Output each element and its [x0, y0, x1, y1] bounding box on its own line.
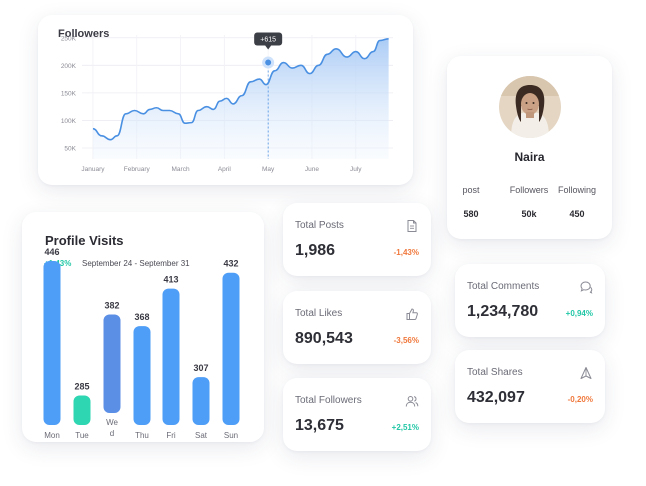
total-posts-change: -1,43% [393, 248, 419, 257]
total-comments-card: Total Comments 1,234,780 +0,94% [455, 264, 605, 337]
profile-card: Naira post Followers Following 580 50k 4… [447, 56, 612, 239]
total-likes-label: Total Likes [295, 308, 343, 319]
x-tick-label: April [218, 166, 232, 173]
profile-stat-label-followers: Followers [509, 185, 549, 195]
total-posts-value: 1,986 [295, 242, 336, 259]
y-tick-label: 150K [61, 90, 77, 97]
avatar[interactable] [499, 76, 561, 138]
profile-name: Naira [514, 150, 545, 164]
x-tick-label: May [262, 166, 275, 173]
total-followers-change: +2,51% [391, 423, 419, 432]
total-comments-change: +0,94% [565, 309, 593, 318]
total-shares-value: 432,097 [467, 389, 525, 406]
bar-sat[interactable] [192, 377, 210, 425]
bar-category-label: Tue [75, 431, 89, 440]
followers-chart: 250K 200K 150K 100K 50K January February March… [61, 32, 393, 173]
profile-stat-value-following: 450 [569, 209, 585, 219]
y-tick-label: 50K [64, 145, 76, 152]
x-tick-label: February [124, 166, 151, 173]
x-tick-label: January [81, 166, 105, 173]
bar-wed[interactable] [103, 314, 121, 413]
x-tick-label: March [172, 166, 190, 173]
total-comments-value: 1,234,780 [467, 303, 539, 320]
thumbs-up-icon [406, 308, 418, 320]
bar-category-label: Mon [44, 431, 60, 440]
bar-value-label: 432 [223, 259, 238, 269]
total-followers-card: Total Followers 13,675 +2,51% [283, 378, 431, 451]
bar-fri[interactable] [162, 288, 180, 425]
total-posts-card: Total Posts 1,986 -1,43% [283, 203, 431, 276]
profile-stat-value-followers: 50k [521, 209, 537, 219]
comment-icon [580, 281, 593, 294]
tooltip: +615 [254, 32, 283, 50]
bar-mon[interactable] [43, 261, 61, 425]
share-arrow-icon [580, 367, 592, 379]
bar-category-label: d [110, 429, 114, 438]
total-shares-card: Total Shares 432,097 -0,20% [455, 350, 605, 423]
bar-category-label: Fri [166, 431, 176, 440]
bar-thu[interactable] [133, 326, 151, 425]
bar-value-label: 368 [134, 312, 149, 322]
total-likes-change: -3,56% [393, 336, 419, 345]
total-likes-card: Total Likes 890,543 -3,56% [283, 291, 431, 364]
total-followers-label: Total Followers [295, 395, 362, 406]
users-icon [405, 396, 419, 407]
bar-sun[interactable] [222, 272, 240, 425]
bar-category-label: Sat [195, 431, 208, 440]
y-tick-label: 250K [61, 35, 77, 42]
bar-value-label: 382 [104, 300, 119, 310]
highlight-point [262, 56, 275, 69]
profile-visits-title: Profile Visits [45, 233, 124, 248]
bar-value-label: 413 [163, 275, 178, 285]
total-comments-label: Total Comments [467, 281, 540, 292]
total-shares-change: -0,20% [567, 395, 593, 404]
bar-value-label: 285 [74, 382, 89, 392]
profile-visits-card: Profile Visits +1,43% September 24 - Sep… [22, 212, 264, 442]
y-tick-label: 100K [61, 118, 77, 125]
profile-visits-date-range: September 24 - September 31 [82, 259, 190, 268]
profile-stat-value-post: 580 [463, 209, 479, 219]
total-likes-value: 890,543 [295, 330, 353, 347]
bar-category-label: Thu [135, 431, 149, 440]
profile-stat-label-post: post [462, 185, 480, 195]
x-tick-label: July [350, 166, 362, 173]
profile-visits-chart: 446 Mon 285 Tue 382 We d 368 Thu 413 Fri 307 Sat 432 S… [43, 247, 240, 440]
total-followers-value: 13,675 [295, 417, 344, 434]
profile-stat-label-following: Following [557, 185, 597, 195]
bar-tue[interactable] [73, 395, 91, 425]
total-shares-label: Total Shares [467, 367, 523, 378]
bar-category-label: Sun [224, 431, 238, 440]
followers-title: Followers [58, 28, 110, 40]
x-tick-label: June [305, 166, 319, 173]
total-posts-label: Total Posts [295, 220, 344, 231]
bar-category-label: We [106, 418, 118, 427]
followers-card: Followers 250K 200K 150K 100K 50K January Feb… [38, 15, 413, 185]
y-tick-label: 200K [61, 63, 77, 70]
bar-value-label: 307 [193, 363, 208, 373]
followers-line [92, 38, 389, 141]
bar-value-label: 446 [44, 247, 59, 257]
document-icon [407, 220, 417, 232]
tooltip-label: +615 [260, 37, 276, 44]
